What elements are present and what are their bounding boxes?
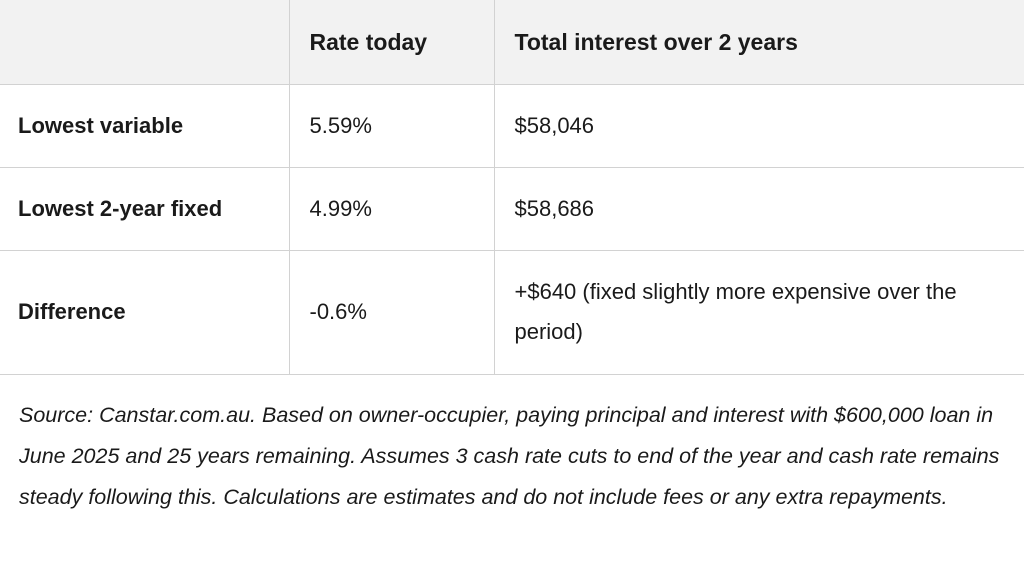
interest-difference: +$640 (fixed slightly more expensive ove… — [493, 250, 1024, 375]
rate-lowest-fixed: 4.99% — [288, 167, 494, 251]
interest-lowest-fixed: $58,686 — [493, 167, 1024, 251]
row-label-lowest-fixed: Lowest 2-year fixed — [0, 167, 289, 251]
interest-lowest-variable: $58,046 — [493, 84, 1024, 168]
table-header: Rate today Total interest over 2 years — [0, 0, 1024, 85]
rate-lowest-variable: 5.59% — [288, 84, 494, 168]
row-label-lowest-variable: Lowest variable — [0, 84, 289, 168]
header-empty — [0, 0, 289, 85]
rate-difference: -0.6% — [288, 250, 494, 375]
rate-comparison-table: Rate today Total interest over 2 years L… — [0, 0, 1024, 375]
table-body: Lowest variable 5.59% $58,046 Lowest 2-y… — [0, 84, 1024, 375]
row-label-difference: Difference — [0, 250, 289, 375]
header-total-interest: Total interest over 2 years — [493, 0, 1024, 85]
table-row: Lowest variable 5.59% $58,046 — [0, 84, 1024, 168]
header-row: Rate today Total interest over 2 years — [0, 0, 1024, 85]
header-rate-today: Rate today — [288, 0, 494, 85]
source-note: Source: Canstar.com.au. Based on owner-o… — [19, 402, 1000, 509]
table-row: Lowest 2-year fixed 4.99% $58,686 — [0, 167, 1024, 251]
table-row: Difference -0.6% +$640 (fixed slightly m… — [0, 250, 1024, 375]
